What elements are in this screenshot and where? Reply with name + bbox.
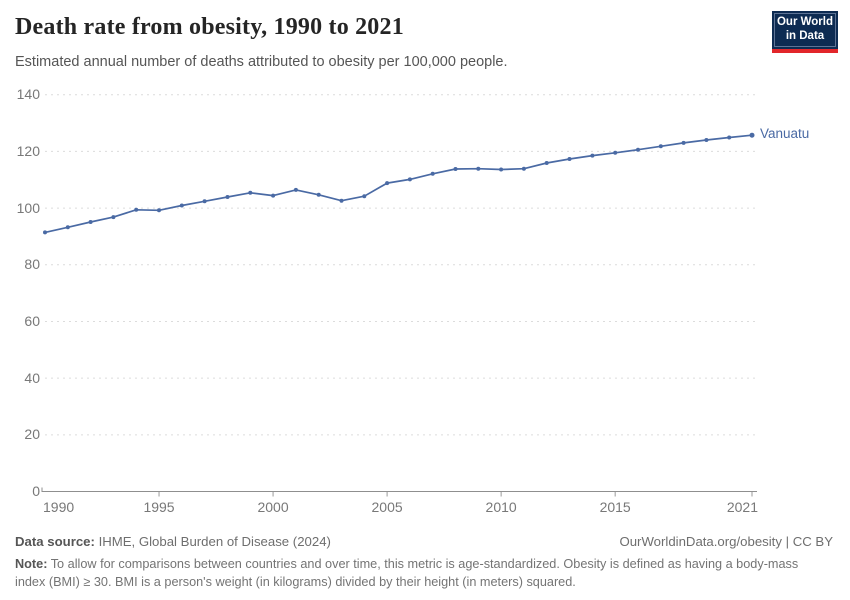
data-point[interactable] bbox=[430, 171, 435, 176]
y-tick-label: 0 bbox=[32, 483, 40, 499]
y-tick-label: 60 bbox=[24, 312, 40, 329]
y-tick-label: 40 bbox=[24, 369, 40, 386]
x-tick-label: 1995 bbox=[143, 499, 175, 515]
data-point[interactable] bbox=[453, 167, 458, 171]
x-tick-label: 1990 bbox=[43, 499, 75, 515]
owid-logo-text: Our World in Data bbox=[774, 13, 836, 47]
data-point[interactable] bbox=[658, 144, 663, 149]
x-tick-label: 2005 bbox=[371, 499, 403, 515]
y-tick-label: 120 bbox=[16, 142, 40, 159]
data-point[interactable] bbox=[111, 215, 116, 220]
data-point[interactable] bbox=[749, 132, 755, 138]
note-label: Note: bbox=[15, 557, 48, 571]
y-tick-label: 20 bbox=[24, 426, 40, 443]
data-source: Data source: IHME, Global Burden of Dise… bbox=[15, 534, 331, 549]
vanuatu-line[interactable] bbox=[44, 134, 753, 234]
data-point[interactable] bbox=[248, 190, 253, 195]
data-point[interactable] bbox=[704, 138, 709, 142]
y-tick-label: 140 bbox=[16, 86, 40, 103]
line-chart-svg bbox=[41, 94, 757, 497]
series-label-vanuatu[interactable]: Vanuatu bbox=[760, 126, 810, 142]
page-title: Death rate from obesity, 1990 to 2021 bbox=[15, 14, 404, 40]
data-point[interactable] bbox=[43, 230, 47, 235]
x-tick-label: 2021 bbox=[726, 499, 758, 515]
data-point[interactable] bbox=[407, 177, 412, 182]
x-tick-label: 2010 bbox=[485, 499, 517, 515]
data-point[interactable] bbox=[636, 147, 640, 152]
data-point[interactable] bbox=[293, 187, 298, 192]
data-point[interactable] bbox=[727, 135, 732, 140]
data-point[interactable] bbox=[567, 157, 572, 161]
data-point[interactable] bbox=[316, 192, 321, 197]
data-point[interactable] bbox=[134, 207, 139, 212]
data-point[interactable] bbox=[362, 194, 367, 199]
x-tick-label: 2000 bbox=[257, 499, 289, 515]
chart-footer: Data source: IHME, Global Burden of Dise… bbox=[15, 534, 833, 591]
x-axis-line bbox=[41, 487, 757, 492]
data-point[interactable] bbox=[590, 153, 595, 158]
data-point[interactable] bbox=[613, 150, 618, 155]
data-point[interactable] bbox=[339, 198, 344, 203]
y-tick-label: 80 bbox=[24, 256, 40, 273]
data-point[interactable] bbox=[88, 220, 93, 224]
y-tick-label: 100 bbox=[16, 199, 40, 216]
data-point[interactable] bbox=[544, 161, 549, 165]
data-source-text: IHME, Global Burden of Disease (2024) bbox=[98, 534, 331, 549]
note-text: To allow for comparisons between countri… bbox=[15, 557, 799, 589]
data-point[interactable] bbox=[271, 193, 276, 198]
chart-subtitle: Estimated annual number of deaths attrib… bbox=[15, 54, 508, 70]
data-point[interactable] bbox=[521, 166, 526, 171]
data-point[interactable] bbox=[202, 199, 207, 204]
license-link[interactable]: OurWorldinData.org/obesity | CC BY bbox=[619, 534, 833, 549]
note: Note: To allow for comparisons between c… bbox=[15, 556, 815, 591]
data-point[interactable] bbox=[681, 140, 686, 145]
data-point[interactable] bbox=[65, 225, 70, 230]
data-point[interactable] bbox=[476, 166, 481, 171]
data-point[interactable] bbox=[157, 208, 161, 213]
data-source-label: Data source: bbox=[15, 534, 95, 549]
data-point[interactable] bbox=[225, 195, 230, 199]
x-tick-label: 2015 bbox=[599, 499, 631, 515]
owid-logo[interactable]: Our World in Data bbox=[772, 11, 838, 53]
data-point[interactable] bbox=[499, 167, 504, 172]
data-point[interactable] bbox=[385, 181, 390, 186]
data-point[interactable] bbox=[179, 203, 184, 208]
